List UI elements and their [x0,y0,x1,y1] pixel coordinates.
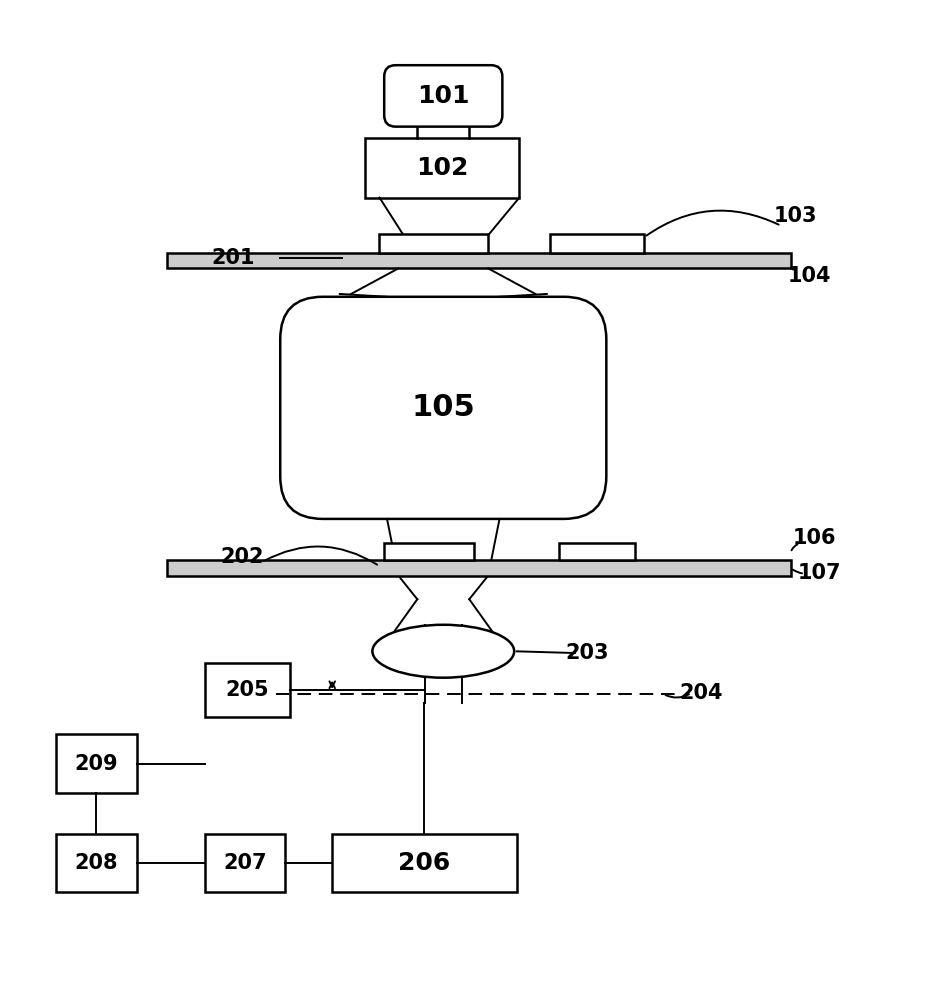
FancyBboxPatch shape [384,65,502,127]
Text: 104: 104 [788,266,831,286]
Text: 204: 204 [679,683,722,703]
Bar [379,234,488,253]
Bar [384,543,474,560]
Text: 201: 201 [211,248,255,268]
Text: 107: 107 [797,563,841,583]
Text: 203: 203 [566,643,610,663]
Text: 202: 202 [221,547,264,567]
Text: 206: 206 [398,851,450,875]
Bar [56,834,137,892]
Bar [559,543,635,560]
Bar [56,734,137,793]
Text: 103: 103 [774,206,817,226]
Text: 208: 208 [75,853,118,873]
Bar [365,138,520,198]
Bar [167,560,791,576]
Text: 207: 207 [223,853,266,873]
Text: 101: 101 [417,84,469,108]
Bar [205,663,290,717]
Text: 105: 105 [411,393,475,422]
Text: 102: 102 [416,156,468,180]
Bar [550,234,644,253]
Bar [167,253,791,268]
Ellipse shape [373,625,514,678]
Bar [205,834,285,892]
Bar [332,834,517,892]
Text: 209: 209 [75,754,118,774]
FancyBboxPatch shape [281,297,607,519]
Text: 205: 205 [226,680,269,700]
Text: 106: 106 [793,528,836,548]
